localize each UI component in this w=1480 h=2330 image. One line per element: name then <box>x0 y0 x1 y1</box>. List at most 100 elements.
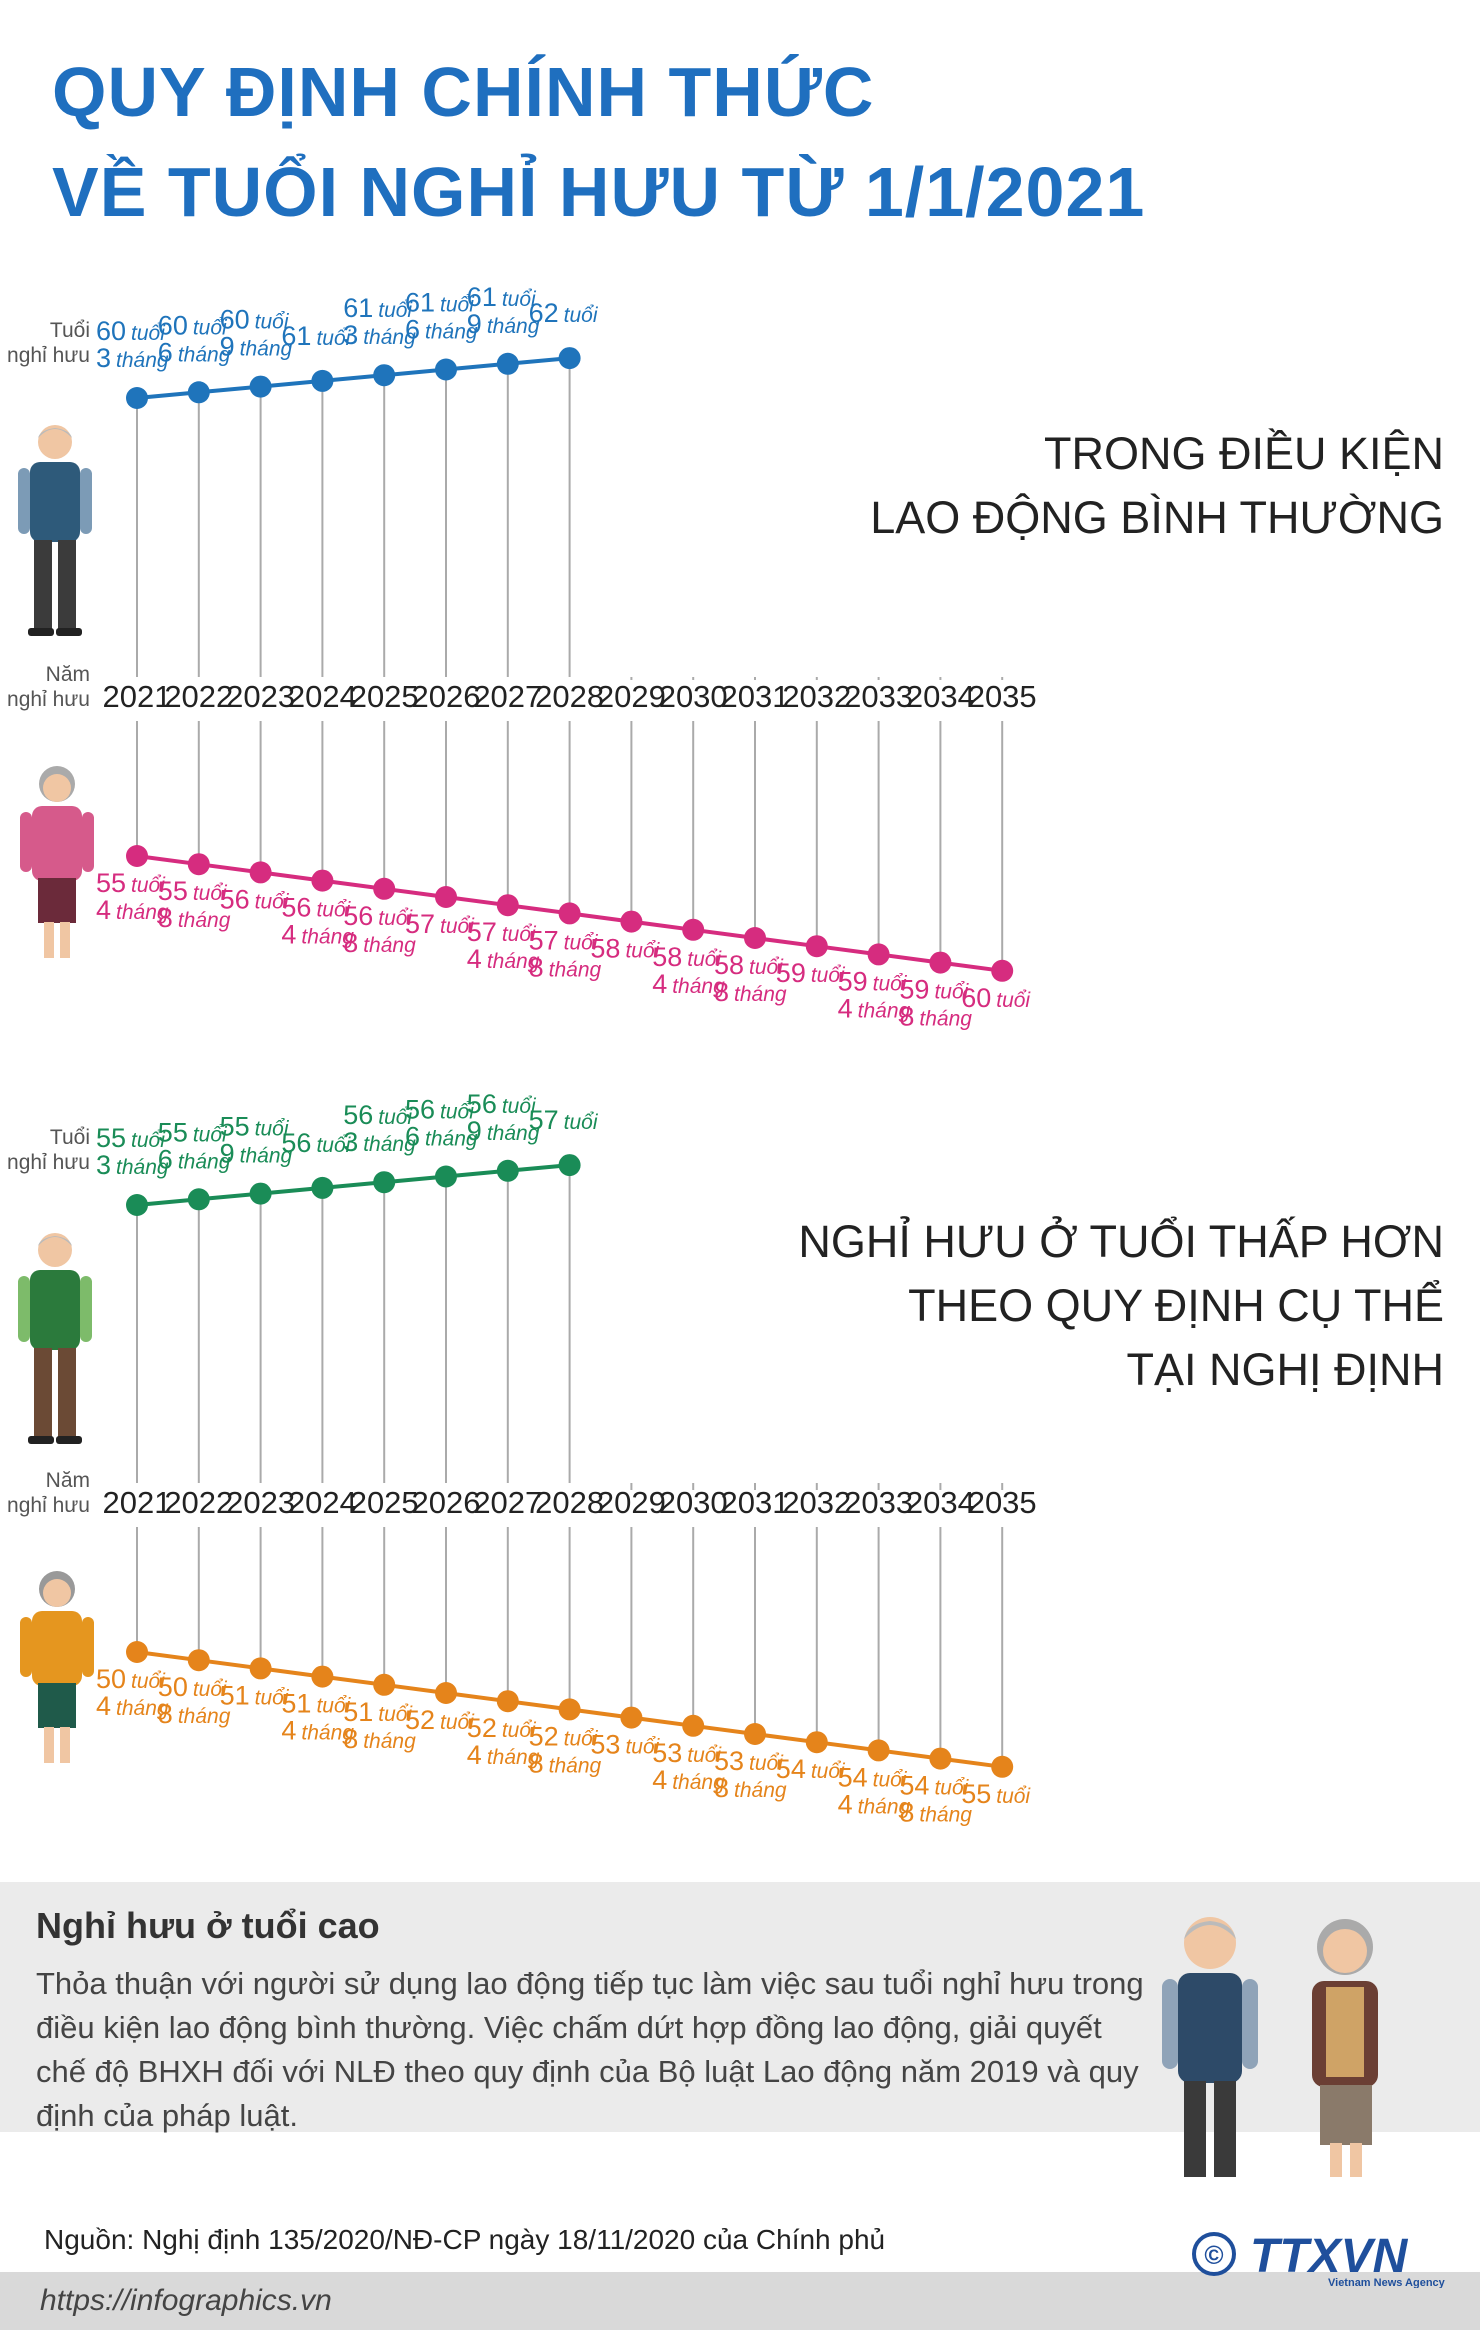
month-value-label: 3 tháng <box>96 343 169 373</box>
year-label: 2030 <box>659 679 728 714</box>
month-value-label: 6 tháng <box>158 1144 231 1174</box>
female-age-point <box>126 845 148 867</box>
age-value-label: 59 tuổi <box>899 975 969 1005</box>
year-label-2: Năm nghỉ hưu <box>6 1468 90 1518</box>
female-age-point <box>805 1731 828 1754</box>
year-label: 2026 <box>412 1485 481 1520</box>
timeline-lower-age: 2021202220232024202520262027202820292030… <box>96 1089 1037 1828</box>
section-2-heading-line: NGHỈ HƯU Ở TUỔI THẤP HƠN <box>798 1216 1444 1267</box>
month-value-label: 8 tháng <box>714 977 787 1007</box>
age-value-label: 51 tuổi <box>220 1680 290 1710</box>
source-note: Nguồn: Nghị định 135/2020/NĐ-CP ngày 18/… <box>44 2224 886 2255</box>
month-value-label: 3 tháng <box>343 320 416 350</box>
age-value-label: 52 tuổi <box>529 1721 599 1751</box>
age-value-label: 60 tuổi <box>220 305 290 335</box>
month-value-label: 4 tháng <box>467 944 540 974</box>
age-value-label: 56 tuổi <box>467 1089 537 1119</box>
male-age-point <box>249 1182 272 1205</box>
male-age-point <box>249 375 272 398</box>
age-value-label: 52 tuổi <box>467 1713 537 1743</box>
female-age-point <box>249 1657 272 1680</box>
age-value-label: 56 tuổi <box>281 1128 351 1158</box>
month-value-label: 6 tháng <box>405 315 478 345</box>
age-label-line: nghỉ hưu <box>7 344 90 367</box>
month-value-label: 4 tháng <box>96 895 169 925</box>
age-value-label: 51 tuổi <box>281 1689 351 1719</box>
female-age-point <box>126 1641 148 1663</box>
section-2-heading-line: TẠI NGHỊ ĐỊNH <box>1126 1344 1444 1395</box>
age-value-label: 55 tuổi <box>220 1112 290 1142</box>
age-value-label: 57 tuổi <box>467 917 537 947</box>
age-value-label: 61 tuổi <box>281 321 351 351</box>
year-label: 2025 <box>350 679 419 714</box>
elderly-couple-illustration <box>1162 1917 1378 2177</box>
year-label: 2024 <box>288 679 357 714</box>
website-link[interactable]: https://infographics.vn <box>40 2284 332 2317</box>
page-title-line-1: QUY ĐỊNH CHÍNH THỨC <box>52 53 875 131</box>
male-age-point <box>435 1165 457 1188</box>
year-label: 2034 <box>906 1485 975 1520</box>
age-value-label: 54 tuổi <box>899 1771 969 1801</box>
year-label: 2027 <box>473 1485 542 1520</box>
section-1-heading: TRONG ĐIỀU KIỆN LAO ĐỘNG BÌNH THƯỜNG <box>870 422 1444 550</box>
female-age-point <box>620 1706 643 1729</box>
year-label: 2031 <box>721 679 790 714</box>
year-label: 2021 <box>103 679 172 714</box>
year-label: 2035 <box>968 679 1037 714</box>
male-age-point <box>496 352 519 375</box>
elderly-woman-illustration <box>20 1571 94 1763</box>
age-value-label: 53 tuổi <box>714 1746 784 1776</box>
section-1-heading-line: LAO ĐỘNG BÌNH THƯỜNG <box>870 492 1444 543</box>
female-age-point <box>805 935 828 958</box>
year-label: 2026 <box>412 679 481 714</box>
year-label-line: nghỉ hưu <box>7 688 90 711</box>
age-value-label: 59 tuổi <box>838 966 908 996</box>
month-value-label: 3 tháng <box>343 1127 416 1157</box>
male-age-point <box>126 1194 148 1216</box>
panel-text: Thỏa thuận với người sử dụng lao động ti… <box>36 1966 1144 2133</box>
female-age-point <box>311 1665 334 1688</box>
section-2-heading: NGHỈ HƯU Ở TUỔI THẤP HƠN THEO QUY ĐỊNH C… <box>798 1210 1444 1402</box>
month-value-label: 8 tháng <box>158 903 231 933</box>
year-label: 2031 <box>721 1485 790 1520</box>
age-value-label: 60 tuổi <box>158 310 228 340</box>
year-label-1: Năm nghỉ hưu <box>6 662 90 712</box>
age-label-line: nghỉ hưu <box>7 1151 90 1174</box>
age-value-label: 59 tuổi <box>776 958 846 988</box>
female-age-point <box>373 877 396 900</box>
age-label-line: Tuổi <box>49 319 90 342</box>
month-value-label: 9 tháng <box>220 332 293 362</box>
year-label-line: nghỉ hưu <box>7 1494 90 1517</box>
male-age-point <box>126 387 148 409</box>
section-2-heading-line: THEO QUY ĐỊNH CỤ THỂ <box>908 1280 1444 1331</box>
year-label: 2023 <box>226 679 295 714</box>
female-age-point <box>682 1714 705 1737</box>
male-age-point <box>558 1154 581 1177</box>
female-age-point <box>496 1690 519 1713</box>
month-value-label: 8 tháng <box>343 1724 416 1754</box>
female-age-point <box>435 1682 457 1704</box>
year-label: 2032 <box>782 1485 851 1520</box>
age-value-label: 51 tuổi <box>343 1697 413 1727</box>
age-value-label: 54 tuổi <box>776 1754 846 1784</box>
age-value-label: 57 tuổi <box>529 925 599 955</box>
ttxvn-logo: © TTXVN Vietnam News Agency <box>1192 2230 1446 2288</box>
age-value-label: 56 tuổi <box>405 1095 475 1125</box>
age-value-label: 61 tuổi <box>343 293 413 323</box>
male-age-point <box>435 358 457 381</box>
month-value-label: 8 tháng <box>529 1748 602 1778</box>
year-label: 2022 <box>164 1485 233 1520</box>
month-value-label: 4 tháng <box>467 1740 540 1770</box>
female-age-point <box>682 918 705 941</box>
year-label: 2033 <box>844 1485 913 1520</box>
female-age-point <box>187 1649 210 1672</box>
male-age-point <box>187 1188 210 1211</box>
age-value-label: 55 tuổi <box>961 1779 1031 1809</box>
page-title-line-2: VỀ TUỔI NGHỈ HƯU TỪ 1/1/2021 <box>52 153 1146 231</box>
male-age-point <box>311 1176 334 1199</box>
age-label-1: Tuổi nghỉ hưu <box>6 318 90 368</box>
female-age-point <box>249 861 272 884</box>
year-label: 2028 <box>535 1485 604 1520</box>
footer-bar <box>0 2272 1480 2330</box>
month-value-label: 4 tháng <box>281 920 354 950</box>
